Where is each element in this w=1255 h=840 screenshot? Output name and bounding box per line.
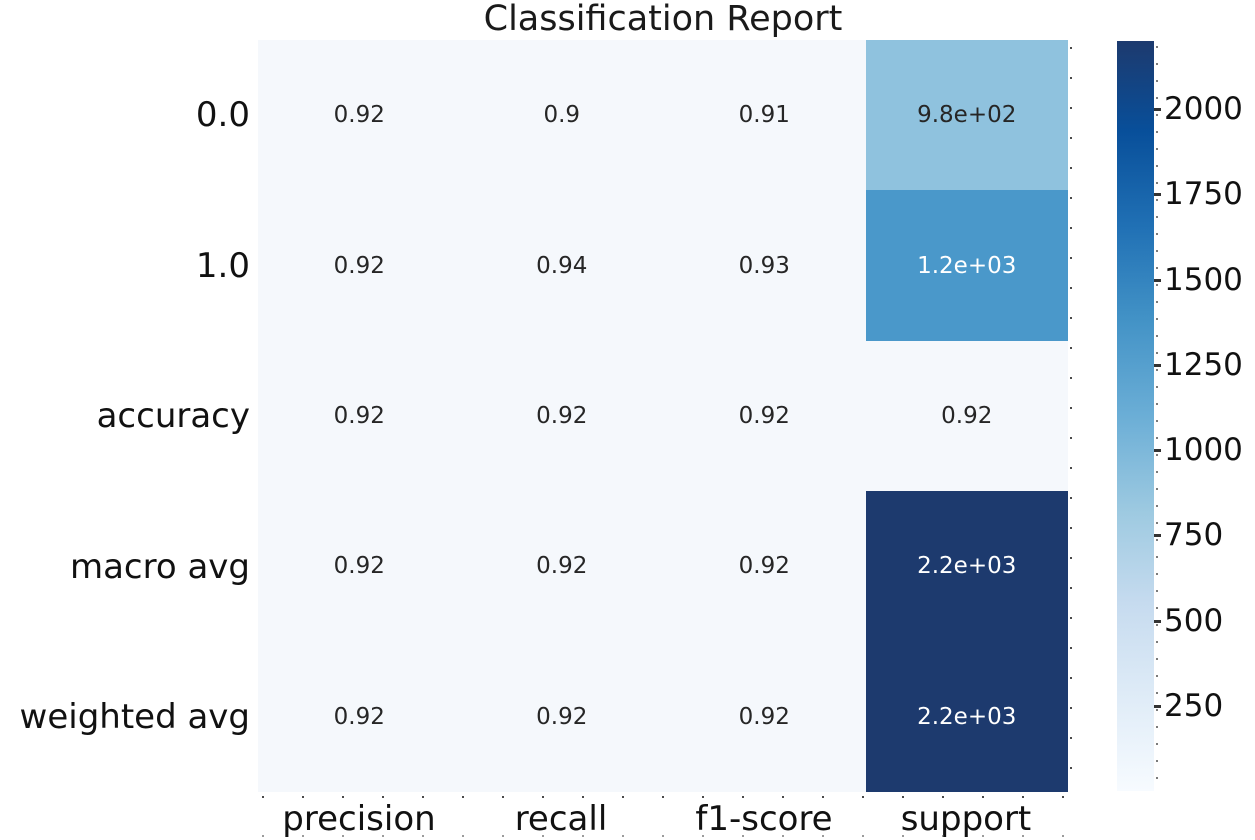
heatmap-cell-accuracy-precision: 0.92 [258, 340, 461, 492]
heatmap-cell-accuracy-support: 0.92 [865, 340, 1068, 492]
row-label-0.0: 0.0 [195, 95, 250, 135]
x-axis-minor-ticks [262, 796, 1068, 798]
heatmap-cell-macro-avg-f1-score: 0.92 [663, 491, 866, 642]
col-label-f1-score: f1-score [695, 799, 833, 839]
heatmap-cell-macro-avg-recall: 0.92 [460, 491, 663, 642]
colorbar-tick-750: 750 [1154, 515, 1255, 555]
colorbar-tick-1250: 1250 [1154, 345, 1255, 385]
col-label-precision: precision [282, 799, 436, 839]
colorbar-tick-500: 500 [1154, 601, 1255, 641]
colorbar-tick-1750: 1750 [1154, 174, 1255, 214]
heatmap-cell-accuracy-recall: 0.92 [460, 340, 663, 492]
row-label-weighted-avg: weighted avg [19, 697, 250, 737]
colorbar-tick-2000: 2000 [1154, 89, 1255, 129]
chart-title: Classification Report [483, 0, 843, 39]
colorbar-minor-ticks [1156, 46, 1158, 788]
colorbar-gradient [1117, 41, 1154, 791]
colorbar-tick-1000: 1000 [1154, 430, 1255, 470]
heatmap-cell-0.0-recall: 0.9 [460, 40, 663, 191]
heatmap-cell-macro-avg-support: 2.2e+03 [865, 491, 1068, 642]
heatmap-cell-accuracy-f1-score: 0.92 [663, 340, 866, 492]
heatmap-cell-0.0-support: 9.8e+02 [865, 40, 1068, 191]
colorbar-tick-250: 250 [1154, 686, 1255, 726]
heatmap-cell-weighted-avg-support: 2.2e+03 [865, 641, 1068, 792]
heatmap-cell-0.0-precision: 0.92 [258, 40, 461, 191]
heatmap-right-minor-ticks [1070, 47, 1072, 792]
row-label-1.0: 1.0 [195, 246, 250, 286]
row-label-accuracy: accuracy [96, 396, 250, 436]
heatmap-grid: 0.92 0.9 0.91 9.8e+02 0.92 0.94 0.93 1.2e+03 0.9… [258, 40, 1068, 792]
heatmap-cell-macro-avg-precision: 0.92 [258, 491, 461, 642]
heatmap-cell-weighted-avg-recall: 0.92 [460, 641, 663, 792]
col-label-support: support [900, 799, 1032, 839]
colorbar-tick-1500: 1500 [1154, 260, 1255, 300]
heatmap-cell-1.0-f1-score: 0.93 [663, 190, 866, 341]
heatmap-cell-weighted-avg-precision: 0.92 [258, 641, 461, 792]
figure-bottom-minor-ticks [262, 835, 1068, 837]
heatmap-cell-0.0-f1-score: 0.91 [663, 40, 866, 191]
col-label-recall: recall [514, 799, 608, 839]
heatmap-cell-weighted-avg-f1-score: 0.92 [663, 641, 866, 792]
row-label-macro-avg: macro avg [69, 547, 250, 587]
heatmap-cell-1.0-support: 1.2e+03 [865, 190, 1068, 341]
heatmap-cell-1.0-recall: 0.94 [460, 190, 663, 341]
heatmap-cell-1.0-precision: 0.92 [258, 190, 461, 341]
